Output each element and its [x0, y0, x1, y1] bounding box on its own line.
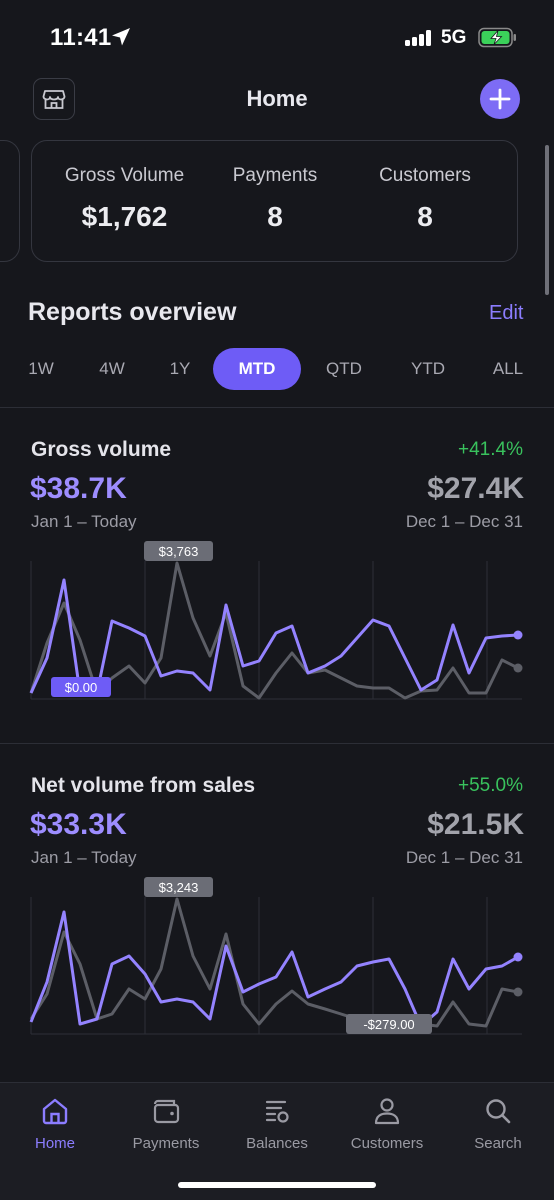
- range-selector: 1W 4W 1Y MTD QTD YTD ALL: [0, 348, 554, 390]
- chart-gridlines: [30, 897, 522, 1035]
- person-icon: [374, 1098, 400, 1125]
- report-previous-value: $21.5K: [427, 808, 524, 841]
- report-current-value: $38.7K: [30, 472, 127, 505]
- storefront-icon: [42, 90, 66, 109]
- scroll-indicator[interactable]: [545, 145, 549, 295]
- search-icon: [486, 1099, 511, 1124]
- report-previous-range: Dec 1 – Dec 31: [405, 848, 523, 867]
- tab-customers[interactable]: Customers: [332, 1093, 442, 1152]
- report-current-range: Jan 1 – Today: [31, 848, 137, 867]
- battery-charging-icon: [478, 27, 516, 48]
- max-label: $3,243: [159, 880, 199, 895]
- network-type: 5G: [441, 27, 467, 48]
- range-all[interactable]: ALL: [492, 359, 524, 378]
- report-gross-volume[interactable]: Gross volume +41.4% $38.7K $27.4K Jan 1 …: [0, 408, 554, 708]
- edit-reports-button[interactable]: Edit: [489, 302, 524, 324]
- max-label-bg: [144, 877, 213, 897]
- stat-value: 8: [417, 201, 433, 232]
- stat-customers: Customers 8: [357, 165, 493, 233]
- status-time: 11:41: [50, 24, 112, 51]
- stat-label: Customers: [379, 165, 471, 186]
- gross-volume-chart: $3,763 $0.00: [29, 541, 523, 700]
- max-label: $3,763: [159, 544, 199, 559]
- stat-value: $1,762: [81, 201, 168, 232]
- store-button[interactable]: [33, 78, 75, 120]
- app-header: Home: [0, 72, 554, 128]
- page-title: Home: [246, 86, 308, 111]
- tab-label: Search: [474, 1135, 522, 1152]
- min-label-bg: [346, 1014, 432, 1034]
- previous-period-line: [29, 897, 519, 1031]
- tab-label: Customers: [350, 1135, 424, 1152]
- signal-icon: [405, 30, 433, 46]
- tab-payments[interactable]: Payments: [111, 1093, 221, 1152]
- tab-label: Balances: [246, 1135, 308, 1152]
- stat-gross-volume: Gross Volume $1,762: [32, 165, 217, 233]
- divider: [0, 743, 554, 744]
- plus-icon: [489, 88, 511, 110]
- range-qtd[interactable]: QTD: [326, 359, 362, 378]
- status-bar: 11:41 5G: [0, 0, 554, 72]
- report-previous-range: Dec 1 – Dec 31: [405, 512, 523, 531]
- tab-search[interactable]: Search: [443, 1093, 553, 1152]
- stat-value: 8: [267, 201, 283, 232]
- balances-icon: [265, 1100, 289, 1123]
- report-net-volume[interactable]: Net volume from sales +55.0% $33.3K $21.…: [0, 744, 554, 1044]
- report-change: +55.0%: [458, 775, 523, 796]
- location-arrow-icon: [112, 28, 130, 46]
- range-mtd[interactable]: MTD: [213, 348, 301, 390]
- add-button[interactable]: [480, 79, 520, 119]
- tab-label: Home: [34, 1135, 75, 1152]
- range-1y[interactable]: 1Y: [169, 359, 191, 378]
- report-title: Net volume from sales: [31, 774, 256, 797]
- current-period-line: [29, 578, 519, 695]
- report-previous-value: $27.4K: [427, 472, 524, 505]
- report-current-range: Jan 1 – Today: [31, 512, 137, 531]
- home-indicator[interactable]: [178, 1182, 376, 1188]
- report-title: Gross volume: [31, 438, 172, 461]
- stat-label: Payments: [232, 165, 318, 186]
- range-ytd[interactable]: YTD: [411, 359, 445, 378]
- report-change: +41.4%: [458, 439, 523, 460]
- stat-label: Gross Volume: [64, 165, 185, 186]
- max-label-bg: [144, 541, 213, 561]
- range-1w[interactable]: 1W: [28, 359, 54, 378]
- tab-label: Payments: [132, 1135, 200, 1152]
- tab-balances[interactable]: Balances: [222, 1093, 332, 1152]
- current-period-line: [29, 910, 519, 1028]
- summary-card[interactable]: Gross Volume $1,762 Payments 8 Customers…: [31, 140, 518, 262]
- chart-gridlines: [30, 561, 522, 700]
- summary-card-previous[interactable]: [0, 140, 20, 262]
- tab-home[interactable]: Home: [0, 1093, 110, 1152]
- current-end-point: [513, 630, 523, 640]
- net-volume-chart: $3,243 -$279.00: [29, 877, 523, 1035]
- previous-end-point: [513, 663, 523, 673]
- min-label-bg: [51, 677, 111, 697]
- tab-bar: Home Payments Balances: [0, 1082, 554, 1200]
- range-4w[interactable]: 4W: [99, 359, 125, 378]
- min-label: -$279.00: [363, 1017, 414, 1032]
- divider: [0, 407, 554, 408]
- current-end-point: [513, 952, 523, 962]
- home-icon: [42, 1098, 68, 1125]
- previous-end-point: [513, 987, 523, 997]
- previous-period-line: [29, 561, 519, 700]
- min-label: $0.00: [65, 680, 98, 695]
- reports-overview-title: Reports overview: [28, 298, 237, 326]
- stat-payments: Payments 8: [207, 165, 343, 233]
- wallet-icon: [153, 1099, 180, 1124]
- report-current-value: $33.3K: [30, 808, 127, 841]
